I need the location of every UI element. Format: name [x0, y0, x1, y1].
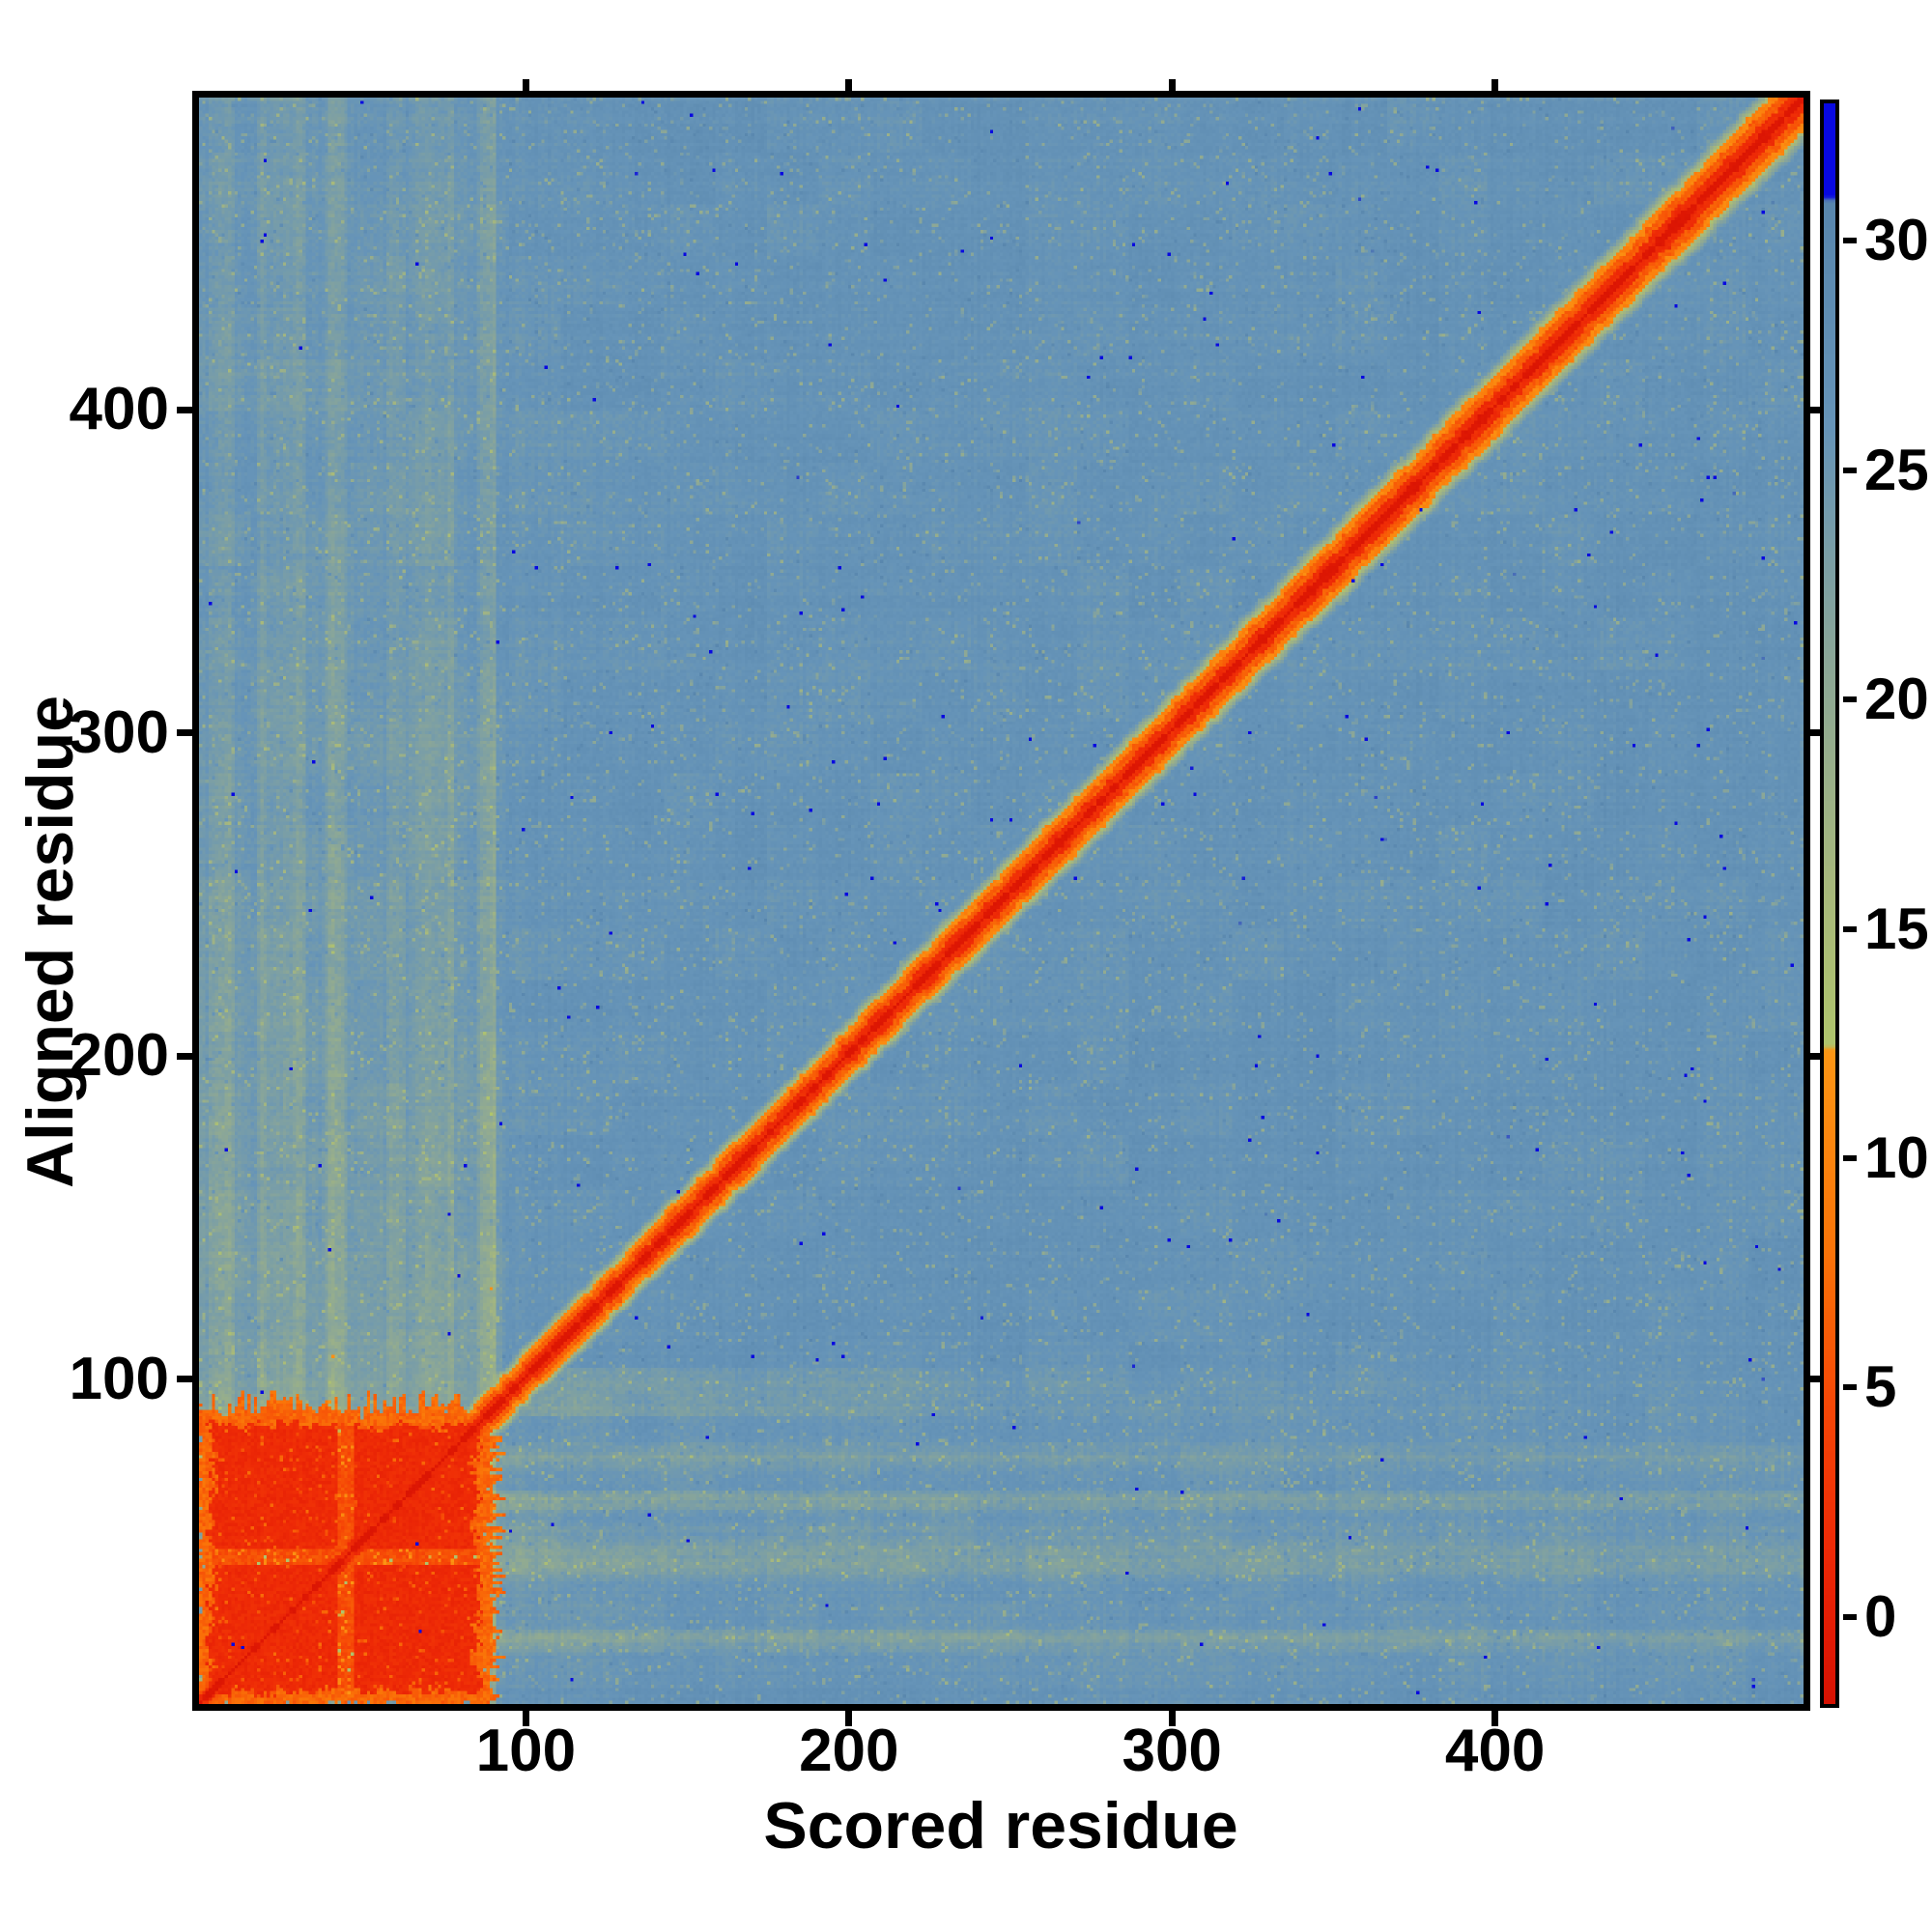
- colorbar-tick-label: 15: [1864, 895, 1929, 961]
- colorbar-tick: [1843, 1613, 1857, 1620]
- x-tick-label: 200: [799, 1718, 899, 1784]
- heatmap-canvas: [199, 98, 1804, 1704]
- colorbar-tick-label: 30: [1864, 208, 1929, 273]
- x-tick-label: 100: [475, 1718, 577, 1784]
- y-axis-tick: [177, 406, 192, 413]
- x-axis-tick-top: [845, 79, 853, 91]
- colorbar-tick-label: 20: [1864, 667, 1929, 732]
- y-axis-tick: [177, 729, 192, 737]
- x-axis-tick: [522, 1711, 529, 1726]
- colorbar-tick: [1843, 696, 1857, 703]
- colorbar-tick: [1843, 238, 1857, 244]
- colorbar-tick: [1843, 1155, 1857, 1161]
- x-axis-tick-top: [1168, 79, 1176, 91]
- y-tick-label: 300: [69, 698, 169, 766]
- y-tick-label: 100: [69, 1345, 169, 1412]
- colorbar-tick: [1843, 925, 1857, 932]
- y-tick-label: 400: [69, 376, 169, 443]
- x-axis-tick: [1168, 1711, 1176, 1726]
- colorbar-tick-label: 5: [1864, 1354, 1897, 1420]
- plot-area: [192, 91, 1810, 1711]
- y-axis-tick-right: [1810, 1052, 1822, 1060]
- y-axis-title: Aligned residue: [14, 695, 87, 1189]
- colorbar-tick-label: 25: [1864, 437, 1929, 502]
- x-axis-tick: [845, 1711, 853, 1726]
- y-axis-tick-right: [1810, 729, 1822, 737]
- x-axis-title: Scored residue: [763, 1789, 1238, 1862]
- colorbar: [1820, 99, 1839, 1708]
- colorbar-tick: [1843, 1384, 1857, 1391]
- x-tick-label: 400: [1444, 1718, 1546, 1784]
- colorbar-tick: [1843, 467, 1857, 473]
- colorbar-tick-label: 10: [1864, 1125, 1929, 1190]
- y-axis-tick: [177, 1376, 192, 1383]
- colorbar-canvas: [1824, 103, 1835, 1704]
- y-tick-label: 200: [69, 1022, 169, 1090]
- x-tick-label: 300: [1122, 1718, 1222, 1784]
- y-axis-tick-right: [1810, 406, 1822, 413]
- y-axis-tick: [177, 1052, 192, 1060]
- x-axis-tick: [1492, 1711, 1499, 1726]
- x-axis-tick-top: [522, 79, 529, 91]
- colorbar-tick-label: 0: [1864, 1583, 1897, 1649]
- x-axis-tick-top: [1492, 79, 1499, 91]
- y-axis-tick-right: [1810, 1376, 1822, 1383]
